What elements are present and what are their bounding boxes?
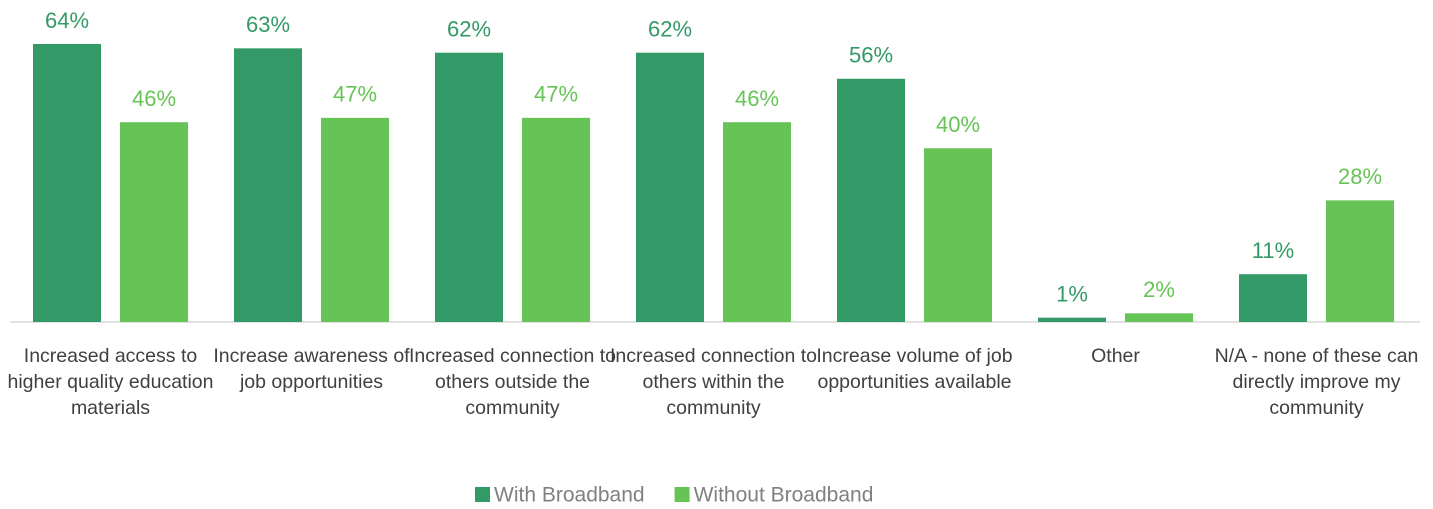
category-label: Increased connection to others outside t… — [408, 345, 617, 419]
category-label: Increased access to higher quality educa… — [7, 345, 214, 419]
category-label: N/A - none of these can directly improve… — [1214, 345, 1419, 419]
category-label: Other — [1091, 345, 1140, 367]
value-label: 62% — [447, 17, 491, 42]
bar — [120, 122, 188, 322]
bar — [1125, 313, 1193, 322]
value-label: 62% — [648, 17, 692, 42]
value-label: 46% — [735, 86, 779, 111]
bar — [1239, 274, 1307, 322]
value-label: 63% — [246, 12, 290, 37]
bar — [1038, 317, 1106, 322]
value-label: 2% — [1143, 277, 1175, 302]
legend-label: Without Broadband — [694, 484, 874, 507]
bar — [837, 78, 905, 322]
category-label: Increase volume of job opportunities ava… — [816, 345, 1013, 393]
value-label: 1% — [1056, 281, 1088, 306]
value-label: 56% — [849, 43, 893, 68]
category-label: Increase awareness of job opportunities — [213, 345, 410, 393]
value-label: 47% — [534, 82, 578, 107]
bar — [522, 117, 590, 322]
bar — [723, 122, 791, 322]
bar — [33, 44, 101, 322]
value-label: 40% — [936, 112, 980, 137]
value-label: 11% — [1252, 238, 1294, 263]
legend-label: With Broadband — [494, 484, 645, 507]
bar — [924, 148, 992, 322]
legend-swatch — [674, 487, 690, 502]
bar — [636, 52, 704, 322]
bar — [321, 117, 389, 322]
legend-swatch — [475, 487, 490, 502]
category-label: Increased connection to others within th… — [609, 345, 818, 419]
bar — [234, 48, 302, 322]
value-label: 47% — [333, 82, 377, 107]
value-label: 28% — [1338, 164, 1382, 189]
value-label: 46% — [132, 86, 176, 111]
bar — [1326, 200, 1394, 322]
value-label: 64% — [45, 8, 89, 33]
bar — [435, 52, 503, 322]
